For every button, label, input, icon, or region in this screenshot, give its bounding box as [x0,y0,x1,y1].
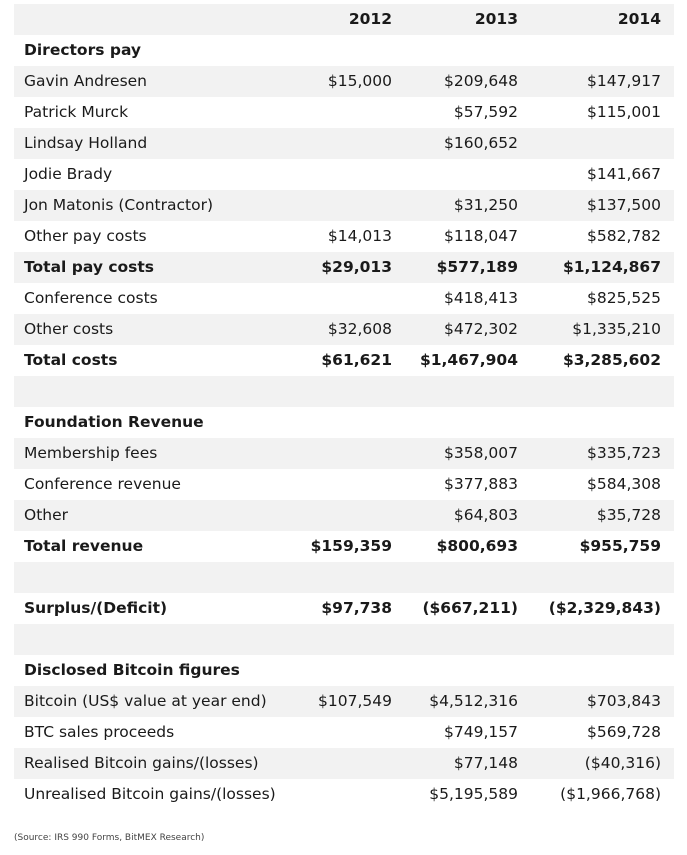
value-2013: $4,512,316 [429,692,518,710]
value-2014: $115,001 [587,103,661,121]
column-header-2012: 2012 [348,10,392,28]
table-row: Jon Matonis (Contractor) $31,250 $137,500 [14,190,674,221]
value-2012: $32,608 [327,320,392,338]
value-2013: $57,592 [453,103,518,121]
table-body: Directors pay Gavin Andresen $15,000 $209,6… [14,35,674,810]
value-2013: $1,467,904 [419,351,518,369]
section-title: Directors pay [24,41,142,59]
value-2014: ($40,316) [584,754,661,772]
section-heading-row: Foundation Revenue [14,407,674,438]
row-label: Bitcoin (US$ value at year end) [24,692,267,710]
column-header-2014: 2014 [617,10,661,28]
table-row: Membership fees $358,007 $335,723 [14,438,674,469]
spacer-row [14,376,674,407]
row-label: Patrick Murck [24,103,129,121]
row-label: Total revenue [24,537,144,555]
value-2013: $358,007 [444,444,518,462]
table-row: Conference costs $418,413 $825,525 [14,283,674,314]
row-label: Total costs [24,351,118,369]
total-row: Total costs $61,621 $1,467,904 $3,285,602 [14,345,674,376]
section-heading-row: Disclosed Bitcoin figures [14,655,674,686]
table-row: Patrick Murck $57,592 $115,001 [14,97,674,128]
row-label: Jodie Brady [24,165,113,183]
section-title: Foundation Revenue [24,413,204,431]
financial-table: 2012 2013 2014 Directors pay Gavin Andres… [14,4,674,810]
value-2012: $97,738 [321,599,392,617]
value-2012: $107,549 [318,692,392,710]
value-2014: $35,728 [596,506,661,524]
spacer-row [14,562,674,593]
value-2013: $377,883 [444,475,518,493]
value-2014: $137,500 [587,196,661,214]
value-2012: $159,359 [310,537,392,555]
value-2014: $147,917 [587,72,661,90]
source-note: (Source: IRS 990 Forms, BitMEX Research) [14,833,205,843]
table-row: Other pay costs $14,013 $118,047 $582,782 [14,221,674,252]
column-header-2013: 2013 [474,10,518,28]
table-header-row: 2012 2013 2014 [14,4,674,35]
value-2012: $61,621 [321,351,392,369]
value-2013: $418,413 [444,289,518,307]
value-2014: $955,759 [579,537,661,555]
table-row: Other costs $32,608 $472,302 $1,335,210 [14,314,674,345]
table-row: Gavin Andresen $15,000 $209,648 $147,917 [14,66,674,97]
row-label: Total pay costs [24,258,155,276]
table-row: Realised Bitcoin gains/(losses) $77,148 ($… [14,748,674,779]
row-label: Other [24,506,69,524]
value-2014: $825,525 [587,289,661,307]
section-heading-row: Directors pay [14,35,674,66]
row-label: Realised Bitcoin gains/(losses) [24,754,259,772]
value-2013: $800,693 [436,537,518,555]
row-label: Jon Matonis (Contractor) [24,196,213,214]
value-2014: ($2,329,843) [548,599,661,617]
table-row: Bitcoin (US$ value at year end) $107,549 $… [14,686,674,717]
value-2013: $77,148 [453,754,518,772]
value-2013: $160,652 [444,134,518,152]
table-row: Unrealised Bitcoin gains/(losses) $5,195,… [14,779,674,810]
value-2013: $472,302 [444,320,518,338]
value-2014: ($1,966,768) [560,785,661,803]
row-label: Other costs [24,320,114,338]
spacer-row [14,624,674,655]
row-label: Conference costs [24,289,158,307]
total-row: Surplus/(Deficit) $97,738 ($667,211) ($2,32… [14,593,674,624]
row-label: Other pay costs [24,227,147,245]
table-row: BTC sales proceeds $749,157 $569,728 [14,717,674,748]
value-2014: $1,335,210 [572,320,661,338]
row-label: Gavin Andresen [24,72,148,90]
value-2014: $584,308 [587,475,661,493]
value-2012: $14,013 [327,227,392,245]
value-2013: $209,648 [444,72,518,90]
row-label: Lindsay Holland [24,134,148,152]
value-2013: $31,250 [453,196,518,214]
section-title: Disclosed Bitcoin figures [24,661,240,679]
table-row: Jodie Brady $141,667 [14,159,674,190]
total-row: Total pay costs $29,013 $577,189 $1,124,867 [14,252,674,283]
total-row: Total revenue $159,359 $800,693 $955,759 [14,531,674,562]
value-2013: $749,157 [444,723,518,741]
value-2012: $29,013 [321,258,392,276]
value-2012: $15,000 [327,72,392,90]
value-2013: ($667,211) [422,599,518,617]
row-label: Surplus/(Deficit) [24,599,168,617]
value-2013: $5,195,589 [429,785,518,803]
value-2014: $335,723 [587,444,661,462]
value-2013: $64,803 [453,506,518,524]
row-label: Conference revenue [24,475,181,493]
table-row: Lindsay Holland $160,652 [14,128,674,159]
value-2014: $3,285,602 [562,351,661,369]
row-label: Membership fees [24,444,158,462]
value-2014: $141,667 [587,165,661,183]
value-2014: $569,728 [587,723,661,741]
row-label: Unrealised Bitcoin gains/(losses) [24,785,276,803]
table-row: Conference revenue $377,883 $584,308 [14,469,674,500]
value-2014: $1,124,867 [562,258,661,276]
value-2013: $118,047 [444,227,518,245]
table-row: Other $64,803 $35,728 [14,500,674,531]
value-2014: $703,843 [587,692,661,710]
value-2013: $577,189 [436,258,518,276]
row-label: BTC sales proceeds [24,723,175,741]
value-2014: $582,782 [587,227,661,245]
